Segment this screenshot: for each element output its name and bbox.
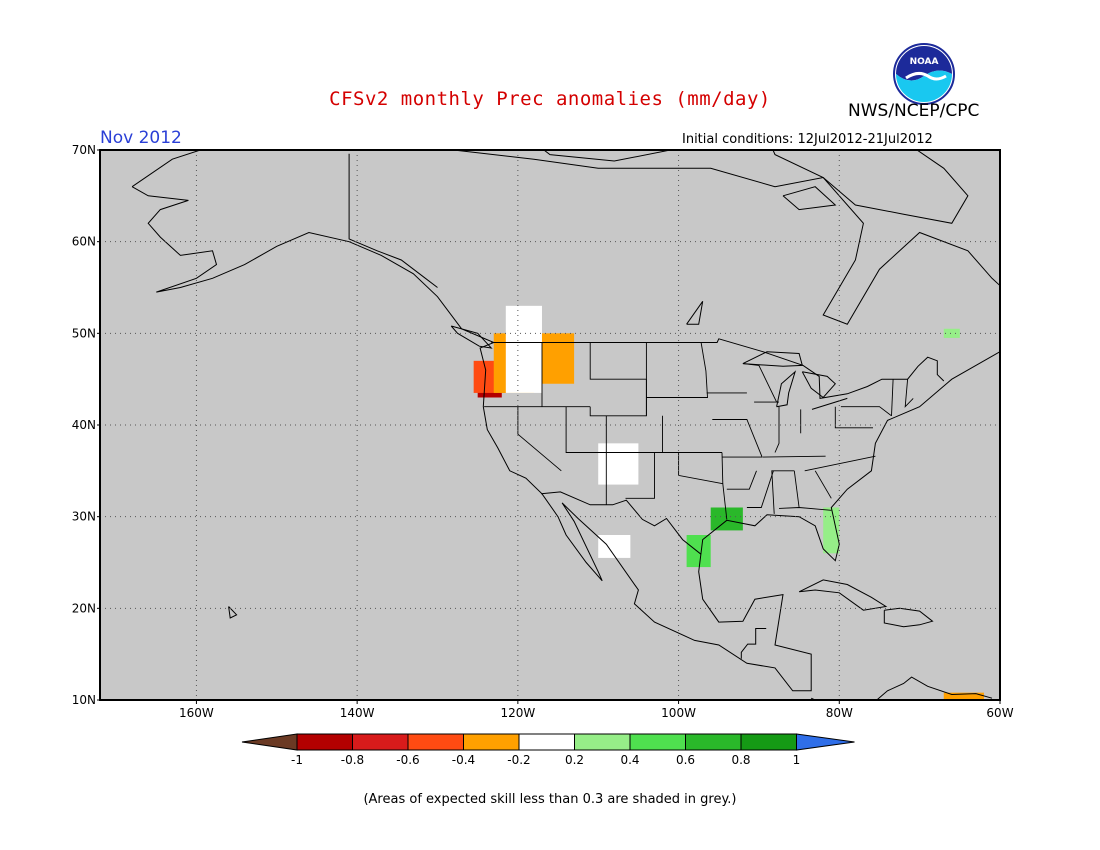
colorbar-label: 0.2	[565, 753, 584, 767]
colorbar-box	[463, 733, 520, 751]
anomaly-four-corners-near-normal	[598, 443, 639, 485]
colorbar-box	[296, 733, 353, 751]
cuba-coastline	[798, 579, 888, 611]
colorbar-label: -0.6	[396, 753, 419, 767]
colorbar-box	[518, 733, 575, 751]
longitude-tick-label: 80W	[826, 706, 853, 720]
us-state-line	[804, 455, 876, 472]
anomaly-washington-near-normal	[505, 305, 542, 393]
north-america-coastline	[131, 150, 1000, 692]
longitude-tick-label: 60W	[986, 706, 1013, 720]
noaa-logo: NOAA	[893, 43, 955, 105]
lake-erie	[811, 397, 848, 410]
latitude-tick-label: 30N	[72, 510, 96, 524]
longitude-tick-label: 160W	[179, 706, 214, 720]
us-state-line	[771, 470, 795, 514]
us-mexico-border	[541, 491, 702, 555]
colorbar-label: -0.4	[452, 753, 475, 767]
anomaly-northern-mexico-near-normal	[598, 535, 631, 558]
victoria-island	[543, 150, 672, 162]
us-state-line	[891, 379, 894, 416]
us-state-line	[793, 470, 800, 508]
us-state-line	[726, 470, 757, 490]
anomaly-venezuela-coast-deficit	[943, 692, 984, 700]
latitude-tick-label: 20N	[72, 601, 96, 615]
colorbar-box	[352, 733, 409, 751]
south-america-coast	[810, 676, 993, 700]
anomaly-south-texas-wet	[686, 535, 711, 568]
latitude-tick-label: 50N	[72, 326, 96, 340]
newfoundland	[1008, 321, 1058, 363]
colorbar-label: -0.8	[341, 753, 364, 767]
latitude-tick-label: 40N	[72, 418, 96, 432]
longitude-tick-label: 100W	[661, 706, 696, 720]
hawaii-big-island	[228, 606, 238, 619]
skill-footnote: (Areas of expected skill less than 0.3 a…	[363, 792, 737, 807]
us-state-line	[774, 406, 780, 453]
anomaly-florida-peninsula-wet	[823, 507, 840, 554]
organization-label: NWS/NCEP/CPC	[848, 101, 980, 121]
lake-huron	[801, 371, 837, 399]
colorbar-box	[629, 733, 686, 751]
colorbar-label: 1	[793, 753, 801, 767]
lake-winnipeg	[686, 301, 704, 325]
colorbar-label: -1	[291, 753, 303, 767]
initial-conditions: Initial conditions: 12Jul2012-21Jul2012	[682, 132, 933, 147]
us-state-line	[778, 507, 832, 511]
hispaniola-coastline	[883, 607, 934, 628]
mexico-guatemala-border	[740, 628, 767, 659]
colorbar-box	[407, 733, 464, 751]
us-canada-border	[491, 338, 945, 399]
noaa-logo-text: NOAA	[910, 57, 939, 67]
us-state-line	[746, 470, 774, 508]
us-state-line	[712, 419, 763, 458]
colorbar-arrow-high	[796, 733, 855, 751]
longitude-tick-label: 120W	[500, 706, 535, 720]
colorbar-box	[574, 733, 631, 751]
longitude-tick-label: 140W	[340, 706, 375, 720]
colorbar-label: -0.2	[507, 753, 530, 767]
alaska-canada-border	[348, 153, 438, 288]
colorbar-label: 0.8	[731, 753, 750, 767]
colorbar-box	[685, 733, 742, 751]
latitude-tick-label: 60N	[72, 235, 96, 249]
us-state-line	[762, 455, 826, 458]
lake-michigan	[776, 370, 797, 408]
us-state-line	[840, 406, 892, 417]
target-month: Nov 2012	[100, 128, 182, 148]
us-state-line	[646, 342, 708, 398]
colorbar-arrow-low	[241, 733, 298, 751]
us-state-line	[625, 452, 655, 499]
southampton-island	[782, 186, 837, 211]
us-state-line	[589, 342, 647, 380]
vancouver-island	[450, 325, 493, 349]
us-state-line	[834, 406, 873, 429]
anomaly-quebec-wet	[943, 328, 960, 338]
us-state-line	[904, 379, 914, 408]
us-state-line	[814, 470, 832, 499]
colorbar-label: 0.6	[676, 753, 695, 767]
baffin-island	[772, 150, 969, 224]
us-state-line	[721, 452, 728, 520]
latitude-tick-label: 70N	[72, 143, 96, 157]
colorbar-label: 0.4	[620, 753, 639, 767]
lake-superior	[742, 351, 803, 367]
chart-title: CFSv2 monthly Prec anomalies (mm/day)	[329, 88, 771, 110]
latitude-tick-label: 10N	[72, 693, 96, 707]
colorbar-box	[740, 733, 797, 751]
